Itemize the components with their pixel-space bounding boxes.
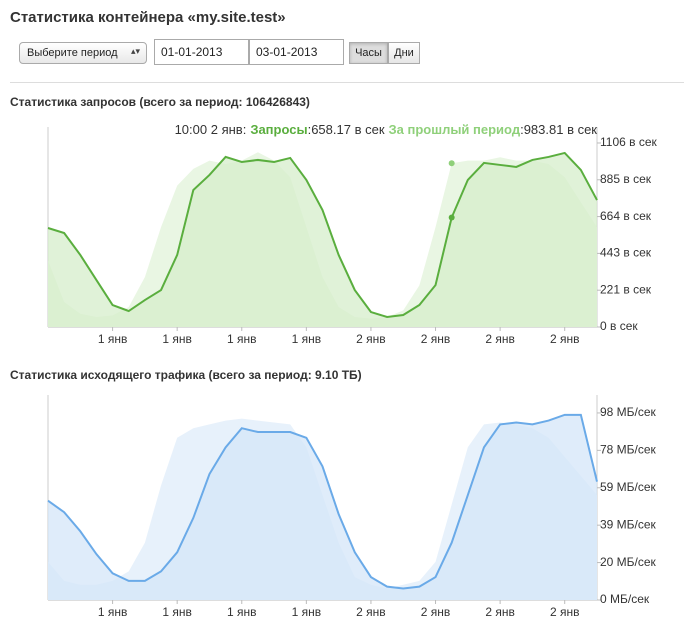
hours-button[interactable]: Часы [349,42,388,64]
select-label: Выберите период [27,47,118,59]
y-tick-label: 1106 в сек [600,135,658,149]
x-tick-label: 2 янв [356,332,386,346]
x-tick-label: 2 янв [485,605,515,619]
date-to-input[interactable]: 03-01-2013 [249,39,344,65]
x-tick-label: 1 янв [227,332,257,346]
period-select[interactable]: Выберите период ▴▾ [19,42,147,64]
y-tick-label: 443 в сек [600,246,652,260]
y-tick-label: 221 в сек [600,282,652,296]
x-tick-label: 2 янв [421,605,451,619]
series-line [47,151,598,319]
x-tick-label: 1 янв [98,605,128,619]
x-tick-label: 1 янв [98,332,128,346]
x-tick-label: 1 янв [162,605,192,619]
y-tick-label: 0 в сек [600,319,638,333]
chart-title: Статистика запросов (всего за период: 10… [10,95,310,109]
days-button[interactable]: Дни [388,42,420,64]
tooltip-marker [448,160,455,167]
series-area [48,152,597,327]
x-tick-label: 2 янв [550,332,580,346]
date-from-input[interactable]: 01-01-2013 [154,39,249,65]
x-tick-label: 2 янв [356,605,386,619]
y-tick-label: 885 в сек [600,172,652,186]
tooltip-time: 10:00 2 янв: [175,122,247,137]
tooltip-series-name: Запросы [250,122,307,137]
y-tick-label: 664 в сек [600,209,652,223]
series-line [47,413,598,590]
x-tick-label: 2 янв [550,605,580,619]
divider [10,82,684,83]
y-tick-label: 39 МБ/сек [600,517,657,531]
y-tick-label: 98 МБ/сек [600,405,657,419]
select-arrow: ▴▾ [130,46,140,56]
series-area [48,414,597,600]
y-tick-label: 78 МБ/сек [600,443,657,457]
x-tick-label: 2 янв [421,332,451,346]
x-tick-label: 1 янв [227,605,257,619]
chart-title: Статистика исходящего трафика (всего за … [10,368,362,382]
tooltip-value: :658.17 в сек [308,122,385,137]
x-tick-label: 1 янв [162,332,192,346]
y-tick-label: 20 МБ/сек [600,555,657,569]
x-tick-label: 1 янв [292,605,322,619]
y-tick-label: 0 МБ/сек [600,592,650,606]
y-tick-label: 59 МБ/сек [600,480,657,494]
x-tick-label: 1 янв [292,332,322,346]
tooltip: 10:00 2 янв: Запросы:658.17 в сек За прошл… [175,122,598,137]
tooltip-marker [448,214,455,221]
page-title: Статистика контейнера «my.site.test» [10,9,286,26]
tooltip-value: :983.81 в сек [520,122,597,137]
x-tick-label: 2 янв [485,332,515,346]
tooltip-series-name: За прошлый период [389,122,521,137]
